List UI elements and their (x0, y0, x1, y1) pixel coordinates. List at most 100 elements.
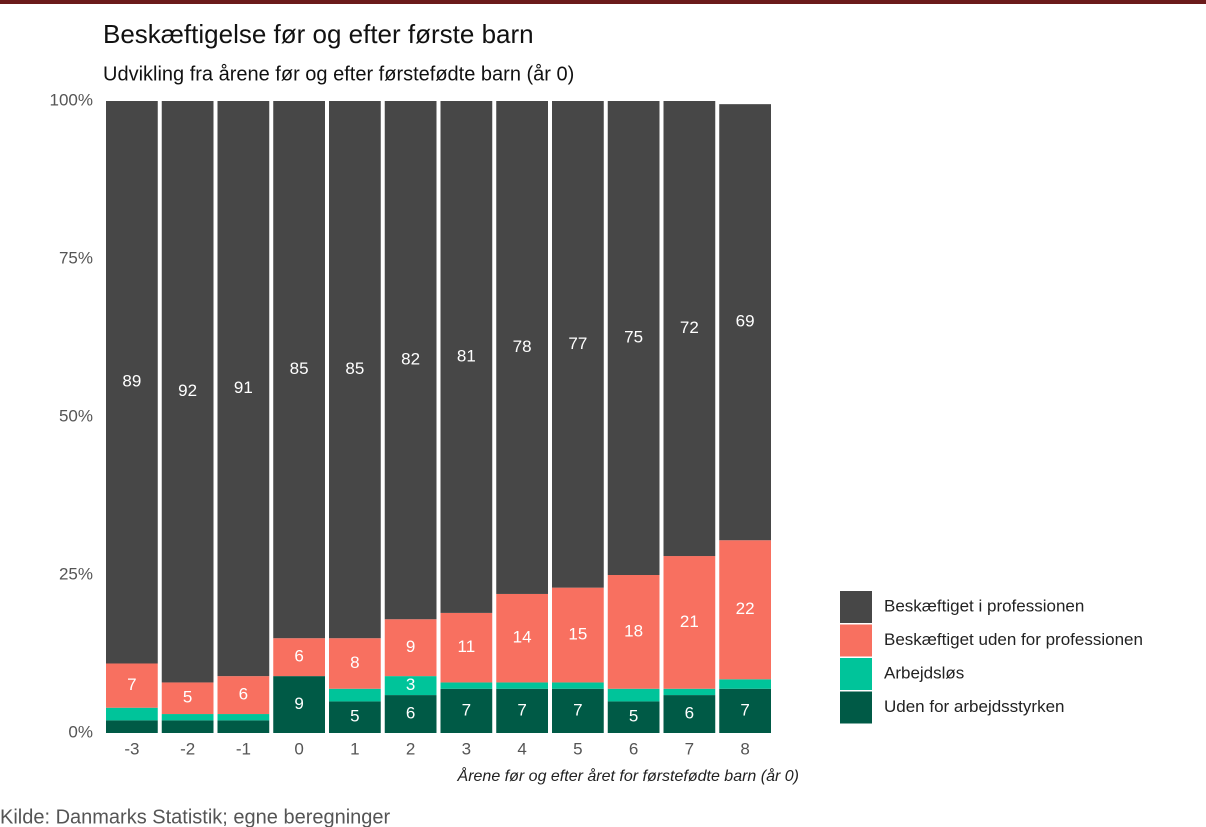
bar-segment (663, 556, 716, 689)
legend-label: Beskæftiget uden for professionen (884, 630, 1143, 649)
bar-segment (106, 101, 158, 664)
data-label: 82 (401, 350, 420, 369)
bar-segment (552, 587, 604, 683)
x-tick-label: 5 (573, 739, 582, 758)
x-tick-label: 6 (629, 739, 638, 758)
bar-segment (440, 688, 493, 733)
data-label: 78 (513, 337, 532, 356)
x-tick-label: 0 (294, 739, 303, 758)
data-label: 6 (406, 704, 415, 723)
data-label: 6 (239, 685, 248, 704)
data-label: 7 (573, 700, 582, 719)
bar-segment (161, 720, 214, 733)
chart-title: Beskæftigelse før og efter første barn (103, 19, 534, 49)
legend-swatch (840, 691, 872, 724)
bar-segment (607, 101, 660, 575)
bar-segment (607, 701, 660, 733)
bar-segment (106, 663, 158, 708)
x-tick-label: -2 (180, 739, 195, 758)
data-label: 69 (736, 312, 755, 331)
bar-segment (384, 101, 437, 620)
x-tick-label: 2 (406, 739, 415, 758)
data-label: 77 (568, 334, 587, 353)
y-tick-label: 0% (68, 722, 93, 741)
bar-segment (440, 682, 493, 689)
bar-segment (496, 682, 548, 689)
bar-segment (719, 688, 771, 733)
legend-label: Beskæftiget i professionen (884, 596, 1084, 615)
bar-segment (440, 612, 493, 683)
data-label: 91 (234, 378, 253, 397)
y-tick-label: 75% (59, 248, 93, 267)
source: Kilde: Danmarks Statistik; egne beregnin… (0, 806, 391, 827)
data-label: 6 (294, 647, 303, 666)
data-label: 75 (624, 327, 643, 346)
data-label: 7 (127, 675, 136, 694)
bar-segment (607, 575, 660, 689)
y-tick-label: 50% (59, 406, 93, 425)
x-tick-label: 1 (350, 739, 359, 758)
legend-swatch (840, 591, 872, 623)
bar-segment (496, 101, 548, 594)
bar-segment (161, 682, 214, 715)
data-label: 89 (122, 372, 141, 391)
bar-segment (217, 101, 270, 677)
bar-segment (384, 676, 437, 696)
bar-segment (217, 720, 270, 733)
bar-segment (663, 688, 716, 696)
bar-segment (552, 682, 604, 689)
bar-segment (106, 720, 158, 733)
bar-segment (440, 101, 493, 613)
bar-segment (161, 101, 214, 683)
top-border (0, 0, 1206, 4)
bar-segment (106, 707, 158, 721)
data-label: 21 (680, 612, 699, 631)
data-label: 85 (290, 359, 309, 378)
legend-swatch (840, 624, 872, 657)
bar-segment (273, 676, 325, 733)
x-tick-label: 8 (740, 739, 749, 758)
bar-segment (217, 714, 270, 721)
data-label: 85 (345, 359, 364, 378)
data-label: 6 (685, 704, 694, 723)
data-label: 8 (350, 653, 359, 672)
data-label: 5 (350, 707, 359, 726)
chart-subtitle: Udvikling fra årene før og efter førstef… (103, 63, 574, 85)
y-tick-label: 100% (50, 90, 93, 109)
data-label: 11 (458, 637, 476, 656)
bar-segment (496, 593, 548, 683)
data-label: 7 (462, 700, 471, 719)
legend-label: Arbejdsløs (884, 663, 964, 682)
bar-segment (663, 695, 716, 733)
legend-swatch (840, 658, 872, 690)
x-tick-label: 4 (517, 739, 526, 758)
bar-segment (217, 676, 270, 715)
bar-segment (329, 701, 381, 733)
bar-segment (607, 688, 660, 702)
x-axis-title: Årene før og efter året for førstefødte … (457, 766, 799, 785)
data-label: 5 (629, 707, 638, 726)
bar-segment (719, 679, 771, 689)
bar-segment (552, 101, 604, 588)
data-label: 14 (513, 628, 532, 647)
data-label: 15 (568, 625, 587, 644)
data-label: 7 (517, 700, 526, 719)
bar-segment (329, 688, 381, 702)
data-label: 3 (406, 675, 415, 694)
bar-segment (384, 695, 437, 733)
bar-segment (161, 714, 214, 721)
bar-segment (273, 638, 325, 677)
data-label: 72 (680, 318, 699, 337)
bar-segment (384, 619, 437, 677)
data-label: 92 (178, 381, 197, 400)
data-label: 9 (294, 694, 303, 713)
bar-segment (329, 101, 381, 639)
x-tick-label: 7 (685, 739, 694, 758)
data-label: 5 (183, 688, 192, 707)
y-tick-label: 25% (59, 564, 93, 583)
bar-segment (719, 104, 771, 541)
data-label: 9 (406, 637, 415, 656)
bar-segment (496, 688, 548, 733)
bar-segment (552, 688, 604, 733)
